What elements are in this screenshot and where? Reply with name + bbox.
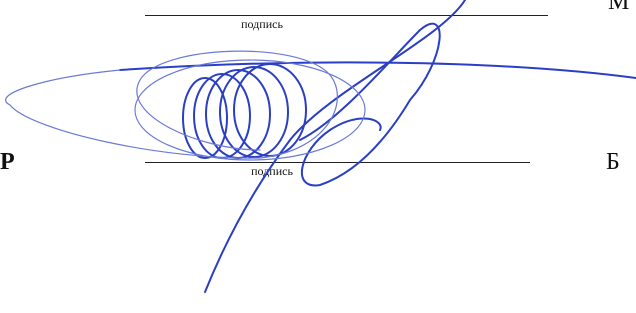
document: М подпись Р Б подпись — [0, 0, 636, 313]
handwritten-signature — [0, 0, 636, 313]
